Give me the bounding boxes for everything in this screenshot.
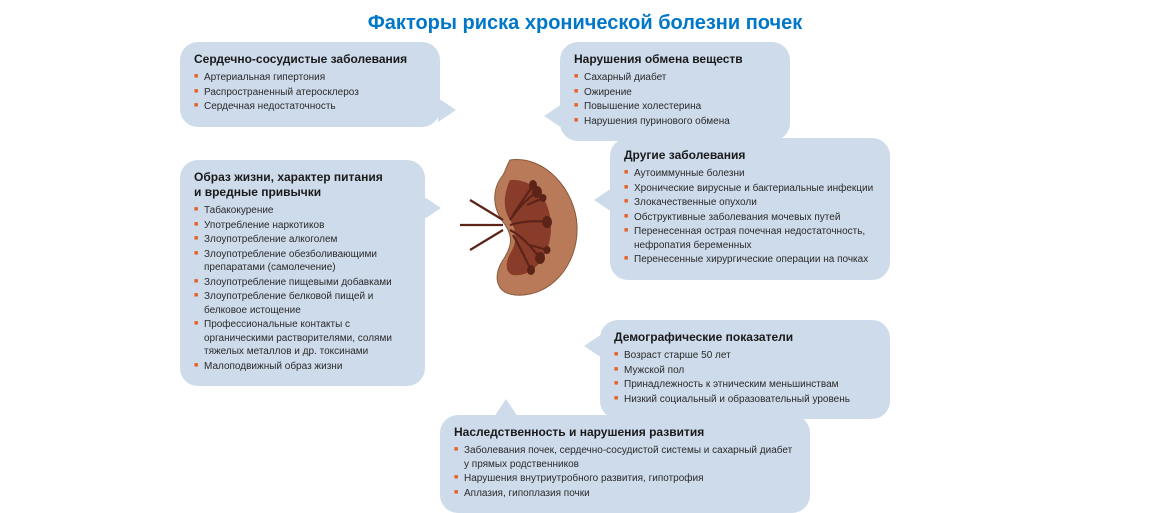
list-item: Сердечная недостаточность — [194, 100, 426, 114]
list-item: Ожирение — [574, 86, 776, 100]
list-item: Сахарный диабет — [574, 71, 776, 85]
list-item: Нарушения внутриутробного развития, гипо… — [454, 472, 796, 486]
kidney-illustration — [455, 150, 585, 300]
box-title: Демографические показатели — [614, 330, 876, 345]
pointer-icon — [544, 104, 562, 128]
list-item: Низкий социальный и образовательный уров… — [614, 393, 876, 407]
box-title: Наследственность и нарушения развития — [454, 425, 796, 440]
pointer-icon — [594, 188, 612, 212]
box-lifestyle: Образ жизни, характер питанияи вредные п… — [180, 160, 425, 386]
box-cardio: Сердечно-сосудистые заболевания Артериал… — [180, 42, 440, 127]
box-items: Заболевания почек, сердечно-сосудистой с… — [454, 444, 796, 500]
list-item: Принадлежность к этническим меньшинствам — [614, 378, 876, 392]
list-item: Табакокурение — [194, 204, 411, 218]
list-item: Перенесенные хирургические операции на п… — [624, 253, 876, 267]
box-other: Другие заболевания Аутоиммунные болезниХ… — [610, 138, 890, 280]
box-title: Образ жизни, характер питанияи вредные п… — [194, 170, 411, 200]
box-title: Нарушения обмена веществ — [574, 52, 776, 67]
pointer-icon — [584, 334, 602, 358]
list-item: Обструктивные заболевания мочевых путей — [624, 211, 876, 225]
box-hereditary: Наследственность и нарушения развития За… — [440, 415, 810, 513]
box-demographic: Демографические показатели Возраст старш… — [600, 320, 890, 419]
box-title: Другие заболевания — [624, 148, 876, 163]
list-item: Хронические вирусные и бактериальные инф… — [624, 182, 876, 196]
list-item: Злокачественные опухоли — [624, 196, 876, 210]
box-items: Артериальная гипертонияРаспространенный … — [194, 71, 426, 114]
list-item: Аутоиммунные болезни — [624, 167, 876, 181]
pointer-icon — [438, 98, 456, 122]
box-items: Аутоиммунные болезниХронические вирусные… — [624, 167, 876, 267]
box-metabolic: Нарушения обмена веществ Сахарный диабет… — [560, 42, 790, 141]
list-item: Нарушения пуринового обмена — [574, 115, 776, 129]
list-item: Злоупотребление пищевыми добавками — [194, 276, 411, 290]
list-item: Малоподвижный образ жизни — [194, 360, 411, 374]
list-item: Аплазия, гипоплазия почки — [454, 487, 796, 501]
list-item: Распространенный атеросклероз — [194, 86, 426, 100]
list-item: Мужской пол — [614, 364, 876, 378]
list-item: Возраст старше 50 лет — [614, 349, 876, 363]
list-item: Злоупотребление обезболивающими препарат… — [194, 248, 411, 275]
list-item: Профессиональные контакты с органическим… — [194, 318, 411, 359]
box-items: ТабакокурениеУпотребление наркотиковЗлоу… — [194, 204, 411, 373]
box-title: Сердечно-сосудистые заболевания — [194, 52, 426, 67]
list-item: Артериальная гипертония — [194, 71, 426, 85]
list-item: Употребление наркотиков — [194, 219, 411, 233]
pointer-icon — [423, 196, 441, 220]
pointer-icon — [494, 399, 518, 417]
list-item: Перенесенная острая почечная недостаточн… — [624, 225, 876, 252]
page-title: Факторы риска хронической болезни почек — [0, 12, 1170, 35]
list-item: Злоупотребление алкоголем — [194, 233, 411, 247]
list-item: Злоупотребление белковой пищей и белково… — [194, 290, 411, 317]
box-items: Возраст старше 50 летМужской полПринадле… — [614, 349, 876, 406]
list-item: Заболевания почек, сердечно-сосудистой с… — [454, 444, 796, 471]
list-item: Повышение холестерина — [574, 100, 776, 114]
box-items: Сахарный диабетОжирениеПовышение холесте… — [574, 71, 776, 128]
